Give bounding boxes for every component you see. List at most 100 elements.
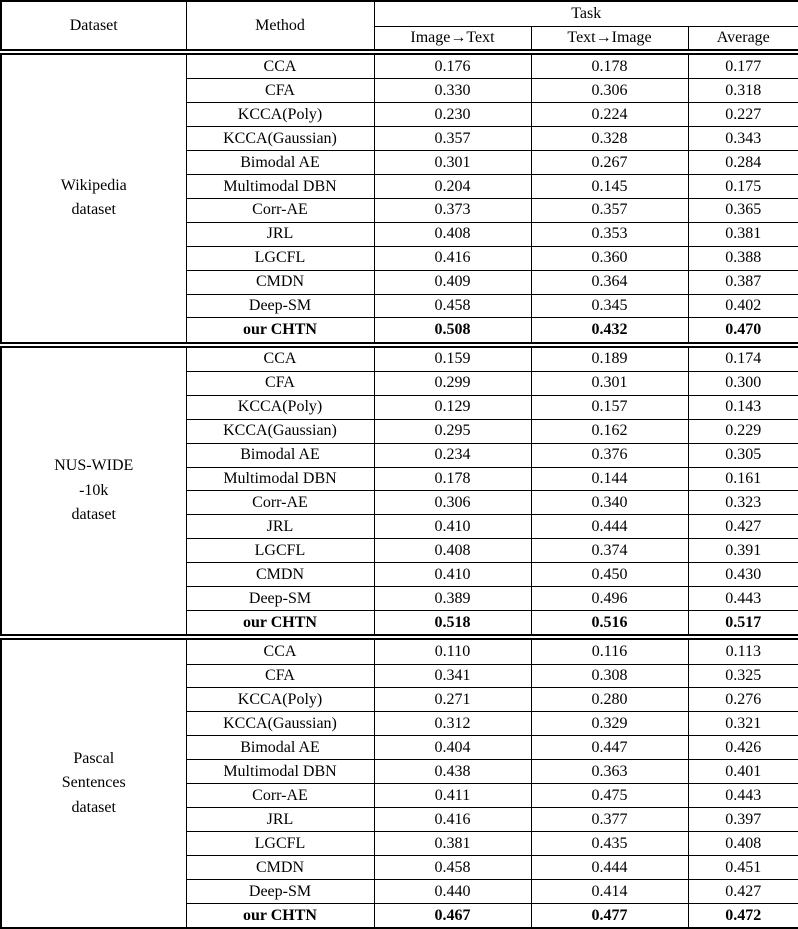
value-cell-average: 0.402: [687, 293, 798, 319]
method-cell: KCCA(Gaussian): [185, 418, 375, 444]
method-cell: KCCA(Poly): [185, 102, 375, 127]
dataset-cell: Wikipedia dataset: [0, 51, 187, 348]
value-cell-text-to-image: 0.477: [530, 902, 689, 929]
table-row: KCCA(Poly) 0.271 0.280 0.276: [1, 687, 798, 713]
value-cell-text-to-image: 0.178: [530, 51, 689, 80]
table-row: Deep-SM 0.389 0.496 0.443: [1, 586, 798, 612]
value-cell-text-to-image: 0.329: [530, 711, 689, 737]
value-cell-text-to-image: 0.328: [530, 125, 689, 151]
value-cell-average: 0.177: [687, 51, 798, 80]
method-cell: CFA: [185, 78, 375, 104]
table-row: KCCA(Gaussian) 0.295 0.162 0.229: [1, 418, 798, 444]
table-row: Pascal Sentences dataset CCA 0.110 0.116 0.113: [0, 636, 798, 929]
value-cell-text-to-image: 0.306: [530, 78, 689, 104]
value-cell-image-to-text: 0.381: [373, 831, 532, 856]
value-cell-average: 0.227: [687, 102, 798, 127]
table-row: Wikipedia dataset CCA 0.176 0.178 0.177: [0, 51, 798, 348]
value-cell-text-to-image: 0.345: [530, 293, 689, 319]
value-cell-image-to-text: 0.389: [373, 586, 532, 612]
value-cell-text-to-image: 0.145: [530, 173, 689, 199]
method-cell: Deep-SM: [185, 586, 375, 612]
table-row: Multimodal DBN 0.438 0.363 0.401: [1, 759, 798, 785]
method-cell: Corr-AE: [185, 197, 375, 223]
value-cell-average: 0.284: [687, 149, 798, 175]
dataset-name-line: dataset: [71, 506, 116, 524]
value-cell-average: 0.325: [687, 663, 798, 689]
value-cell-image-to-text: 0.438: [373, 759, 532, 785]
table-row: LGCFL 0.416 0.360 0.388: [1, 245, 798, 271]
value-cell-average: 0.427: [687, 878, 798, 904]
value-cell-average: 0.391: [687, 538, 798, 564]
value-cell-text-to-image: 0.374: [530, 538, 689, 564]
value-cell-text-to-image: 0.267: [530, 149, 689, 175]
value-cell-average: 0.517: [687, 610, 798, 641]
method-cell: JRL: [185, 807, 375, 833]
method-cell: Corr-AE: [185, 783, 375, 809]
value-cell-image-to-text: 0.204: [373, 173, 532, 199]
value-cell-average: 0.430: [687, 562, 798, 588]
value-cell-text-to-image: 0.364: [530, 269, 689, 295]
value-cell-average: 0.343: [687, 125, 798, 151]
table-row: JRL 0.408 0.353 0.381: [1, 221, 798, 247]
value-cell-image-to-text: 0.271: [373, 687, 532, 713]
value-cell-image-to-text: 0.306: [373, 490, 532, 516]
table-row: Corr-AE 0.306 0.340 0.323: [1, 490, 798, 516]
value-cell-text-to-image: 0.116: [530, 636, 689, 665]
value-cell-image-to-text: 0.330: [373, 78, 532, 104]
table-row: KCCA(Poly) 0.129 0.157 0.143: [1, 394, 798, 420]
value-cell-text-to-image: 0.450: [530, 562, 689, 588]
table-row: KCCA(Gaussian) 0.357 0.328 0.343: [1, 125, 798, 151]
dataset-name-line: NUS-WIDE: [54, 456, 134, 474]
method-cell: Bimodal AE: [185, 442, 375, 468]
value-cell-average: 0.397: [687, 807, 798, 833]
value-cell-average: 0.401: [687, 759, 798, 785]
value-cell-image-to-text: 0.467: [373, 902, 532, 929]
value-cell-average: 0.427: [687, 514, 798, 540]
method-column-header: Method: [185, 0, 375, 55]
method-cell: Multimodal DBN: [185, 759, 375, 785]
table-row: Corr-AE 0.411 0.475 0.443: [1, 783, 798, 809]
dataset-group: Pascal Sentences dataset CCA 0.110 0.116 0.113…: [0, 636, 798, 929]
method-cell: KCCA(Gaussian): [185, 125, 375, 151]
value-cell-average: 0.426: [687, 735, 798, 761]
dataset-name-line: dataset: [71, 201, 116, 219]
subheader-average: Average: [687, 25, 798, 55]
method-cell: CCA: [185, 344, 375, 372]
value-cell-image-to-text: 0.408: [373, 221, 532, 247]
table-row: Deep-SM 0.458 0.345 0.402: [1, 293, 798, 319]
subheader-text-to-image: Text→Image: [530, 25, 689, 55]
value-cell-average: 0.300: [687, 370, 798, 396]
value-cell-image-to-text: 0.410: [373, 562, 532, 588]
value-cell-average: 0.451: [687, 855, 798, 880]
table-row: CFA 0.299 0.301 0.300: [1, 370, 798, 396]
dataset-group: Wikipedia dataset CCA 0.176 0.178 0.177 CFA 0.3…: [0, 51, 798, 348]
value-cell-image-to-text: 0.178: [373, 466, 532, 492]
value-cell-image-to-text: 0.409: [373, 269, 532, 295]
method-cell: our CHTN: [185, 610, 375, 641]
value-cell-image-to-text: 0.411: [373, 783, 532, 809]
table-row: Bimodal AE 0.404 0.447 0.426: [1, 735, 798, 761]
table-row: our CHTN 0.518 0.516 0.517: [1, 610, 798, 641]
header-row-sub: Image→Text Text→Image Average: [1, 25, 798, 55]
table-row: Bimodal AE 0.301 0.267 0.284: [1, 149, 798, 175]
value-cell-image-to-text: 0.410: [373, 514, 532, 540]
value-cell-image-to-text: 0.440: [373, 878, 532, 904]
value-cell-text-to-image: 0.432: [530, 317, 689, 348]
table-row: CMDN 0.409 0.364 0.387: [1, 269, 798, 295]
value-cell-image-to-text: 0.458: [373, 293, 532, 319]
value-cell-image-to-text: 0.129: [373, 394, 532, 420]
value-cell-text-to-image: 0.357: [530, 197, 689, 223]
table-header: Dataset Method Task Image→Text Text→Imag…: [0, 0, 798, 55]
method-cell: Multimodal DBN: [185, 173, 375, 199]
value-cell-average: 0.276: [687, 687, 798, 713]
value-cell-image-to-text: 0.416: [373, 807, 532, 833]
value-cell-image-to-text: 0.408: [373, 538, 532, 564]
table-row: Deep-SM 0.440 0.414 0.427: [1, 878, 798, 904]
value-cell-average: 0.161: [687, 466, 798, 492]
method-cell: LGCFL: [185, 245, 375, 271]
method-cell: our CHTN: [185, 317, 375, 348]
method-cell: CFA: [185, 370, 375, 396]
dataset-name-line: Pascal: [73, 749, 115, 767]
value-cell-image-to-text: 0.299: [373, 370, 532, 396]
